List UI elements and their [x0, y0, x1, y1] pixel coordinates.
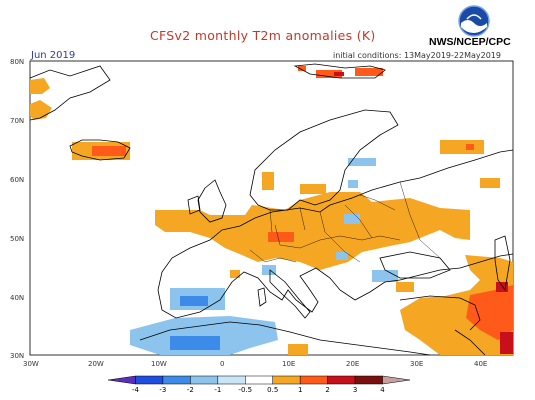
lat-label: 30N [10, 352, 24, 360]
lon-label: 30E [410, 360, 423, 368]
lat-label: 50N [10, 235, 24, 243]
noaa-logo [458, 5, 490, 37]
map-title: CFSv2 monthly T2m anomalies (K) [150, 28, 376, 43]
colorbar-swatch [162, 375, 191, 385]
country-borders [249, 181, 441, 263]
lon-label: 20E [346, 360, 359, 368]
colorbar-swatch [272, 375, 301, 385]
colorbar-tick-label: 2 [325, 386, 329, 394]
colorbar-swatch [190, 375, 219, 385]
colorbar-tick-label: -1 [214, 386, 221, 394]
colorbar-tick-label: -2 [187, 386, 194, 394]
colorbar-tick-label: 3 [353, 386, 357, 394]
lon-label: 10E [282, 360, 295, 368]
colorbar-tick-label: 0.5 [267, 386, 278, 394]
lon-label: 0 [220, 360, 224, 368]
colorbar-tick-label: -3 [159, 386, 166, 394]
lat-label: 40N [10, 294, 24, 302]
initial-conditions: initial conditions: 13May2019-22May2019 [333, 51, 501, 60]
anomaly-fill [30, 66, 513, 355]
colorbar-tick-label: 1 [298, 386, 302, 394]
lon-label: 30W [23, 360, 39, 368]
forecast-month: Jun 2019 [31, 50, 76, 61]
colorbar-tick-label: 4 [380, 386, 385, 394]
colorbar-swatch [107, 375, 136, 385]
colorbar-tick-label: -0.5 [238, 386, 252, 394]
lon-label: 40E [474, 360, 487, 368]
lat-label: 60N [10, 176, 24, 184]
colorbar-swatch [299, 375, 328, 385]
colorbar-swatch [327, 375, 356, 385]
colorbar-tick-label: -4 [132, 386, 140, 394]
agency-label: NWS/NCEP/CPC [429, 36, 511, 48]
colorbar-swatch [135, 375, 164, 385]
coastlines [29, 63, 514, 356]
lon-label: 10W [151, 360, 167, 368]
colorbar: -4 -3 -2 -1 -0.5 0.5 1 2 3 4 [107, 375, 411, 394]
lat-label: 80N [10, 58, 24, 66]
colorbar-swatch [382, 375, 411, 385]
colorbar-swatch [217, 375, 246, 385]
longitude-labels: 30W 20W 10W 0 10E 20E 30E 40E [23, 360, 487, 368]
colorbar-swatch [245, 375, 273, 385]
lat-label: 70N [10, 117, 24, 125]
latitude-labels: 30N 40N 50N 60N 70N 80N [10, 58, 24, 360]
colorbar-swatch [354, 375, 383, 385]
lon-label: 20W [88, 360, 104, 368]
